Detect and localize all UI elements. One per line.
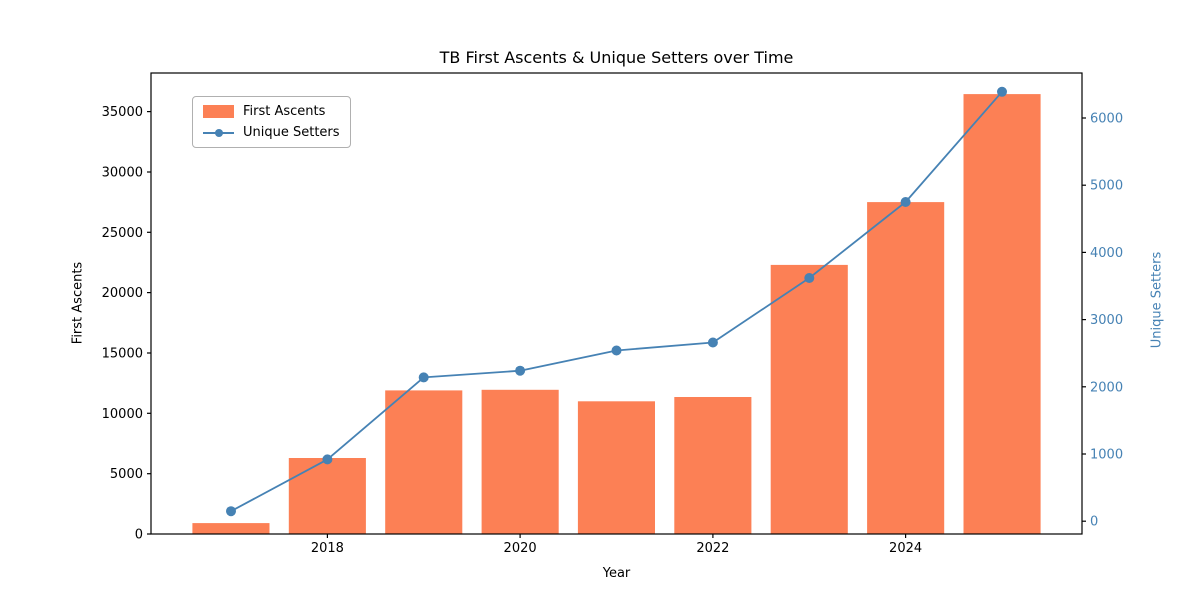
bar-2020 [481, 389, 559, 534]
right-y-tick-label: 4000 [1090, 246, 1123, 261]
marker-2022 [707, 337, 718, 348]
marker-2017 [226, 506, 236, 517]
right-y-tick-label: 2000 [1090, 380, 1123, 395]
x-tick-label: 2022 [696, 541, 729, 556]
marker-2023 [804, 273, 815, 283]
bar-2022 [674, 397, 752, 534]
marker-2019 [418, 372, 429, 383]
x-tick-label: 2018 [311, 541, 344, 556]
left-y-tick-label: 5000 [110, 467, 143, 482]
right-y-tick-label: 5000 [1090, 179, 1123, 194]
right-y-axis-label: Unique Setters [1149, 251, 1165, 349]
left-y-tick-label: 35000 [102, 105, 143, 120]
right-y-tick-label: 1000 [1090, 448, 1123, 463]
legend-label-first-ascents: First Ascents [243, 104, 326, 119]
legend-entry-first-ascents: First Ascents [203, 104, 340, 119]
marker-2021 [611, 345, 622, 356]
bar-2019 [385, 390, 463, 534]
chart-legend: First Ascents Unique Setters [192, 96, 351, 148]
axes-frame [150, 72, 1083, 535]
left-y-tick-label: 15000 [102, 347, 143, 362]
legend-label-unique-setters: Unique Setters [243, 125, 340, 140]
bar-2021 [577, 401, 655, 534]
bar-2024 [867, 202, 945, 534]
left-y-tick-label: 25000 [102, 226, 143, 241]
bar-2017 [192, 523, 270, 534]
right-y-tick-label: 0 [1090, 515, 1098, 530]
marker-2024 [900, 197, 911, 207]
left-y-axis-label: First Ascents [70, 261, 86, 345]
bar-series-swatch-icon [203, 105, 234, 118]
bar-2025 [963, 94, 1041, 534]
legend-entry-unique-setters: Unique Setters [203, 125, 340, 140]
left-y-tick-label: 10000 [102, 407, 143, 422]
line-series-swatch-icon [203, 126, 234, 139]
marker-2025 [997, 86, 1007, 97]
x-tick-label: 2024 [889, 541, 922, 556]
left-y-tick-label: 30000 [102, 166, 143, 181]
left-y-tick-label: 20000 [102, 286, 143, 301]
left-y-tick-label: 0 [135, 528, 143, 543]
marker-2018 [322, 454, 333, 465]
x-tick-label: 2020 [504, 541, 537, 556]
bar-2023 [770, 264, 848, 534]
right-y-tick-label: 3000 [1090, 313, 1123, 328]
marker-2020 [515, 365, 526, 376]
x-axis-label: Year [602, 566, 631, 581]
right-y-tick-label: 6000 [1090, 112, 1123, 127]
bar-2018 [288, 458, 366, 534]
chart-title: TB First Ascents & Unique Setters over T… [439, 48, 794, 67]
